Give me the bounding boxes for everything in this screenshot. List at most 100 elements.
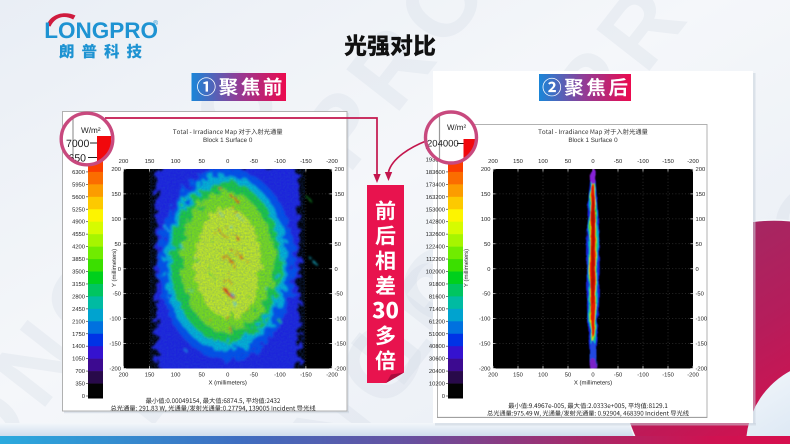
svg-text:0: 0 [696, 266, 699, 273]
svg-text:163200: 163200 [426, 194, 445, 201]
svg-text:-150: -150 [479, 341, 491, 348]
svg-text:3850: 3850 [72, 256, 85, 263]
svg-text:0: 0 [591, 372, 594, 379]
svg-text:-150: -150 [696, 341, 708, 348]
svg-text:Y (millimeters): Y (millimeters) [111, 249, 118, 287]
svg-text:100: 100 [538, 158, 548, 165]
svg-text:200: 200 [488, 372, 498, 379]
svg-text:193800: 193800 [426, 156, 445, 163]
svg-text:-150: -150 [662, 372, 674, 379]
svg-text:200: 200 [111, 166, 121, 173]
svg-text:0: 0 [226, 158, 229, 165]
svg-text:150: 150 [111, 191, 121, 198]
svg-text:200: 200 [119, 158, 129, 165]
svg-text:81600: 81600 [429, 293, 445, 300]
svg-text:1750: 1750 [72, 331, 85, 338]
svg-text:200: 200 [119, 372, 129, 379]
svg-text:350: 350 [75, 381, 85, 388]
svg-text:-100: -100 [335, 316, 347, 323]
svg-text:-150: -150 [335, 341, 347, 348]
svg-text:50: 50 [484, 241, 490, 248]
svg-text:122400: 122400 [426, 244, 445, 251]
svg-text:0: 0 [118, 266, 121, 273]
svg-text:1400: 1400 [72, 343, 85, 350]
svg-text:142800: 142800 [426, 219, 445, 226]
svg-text:100: 100 [111, 216, 121, 223]
svg-text:100: 100 [171, 158, 181, 165]
svg-text:5950: 5950 [72, 181, 85, 188]
svg-text:0: 0 [82, 393, 85, 400]
svg-text:50: 50 [335, 241, 341, 248]
svg-text:100: 100 [481, 216, 491, 223]
svg-text:-50: -50 [250, 158, 258, 165]
svg-text:Y (millimeters): Y (millimeters) [463, 249, 470, 287]
svg-text:W/m²: W/m² [81, 126, 101, 135]
svg-text:4200: 4200 [72, 244, 85, 251]
svg-text:-150: -150 [662, 158, 674, 165]
svg-text:-200: -200 [687, 372, 699, 379]
svg-text:5250: 5250 [72, 206, 85, 213]
svg-text:61200: 61200 [429, 318, 445, 325]
svg-text:-200: -200 [326, 158, 338, 165]
svg-text:-100: -100 [274, 158, 286, 165]
svg-text:700: 700 [75, 368, 85, 375]
svg-text:51000: 51000 [429, 331, 445, 338]
svg-text:X (millimeters): X (millimeters) [574, 380, 612, 387]
svg-text:0: 0 [226, 372, 229, 379]
svg-text:-100: -100 [637, 372, 649, 379]
svg-text:102000: 102000 [426, 269, 445, 276]
svg-text:150: 150 [145, 158, 155, 165]
svg-text:-50: -50 [614, 372, 622, 379]
svg-text:2800: 2800 [72, 293, 85, 300]
svg-text:-50: -50 [113, 291, 121, 298]
svg-text:4900: 4900 [72, 219, 85, 226]
svg-text:0: 0 [442, 393, 445, 400]
svg-text:-100: -100 [696, 316, 708, 323]
svg-text:-100: -100 [274, 372, 286, 379]
svg-text:173400: 173400 [426, 181, 445, 188]
svg-text:150: 150 [145, 372, 155, 379]
svg-text:0: 0 [487, 266, 490, 273]
svg-text:X (millimeters): X (millimeters) [209, 380, 247, 387]
svg-text:1050: 1050 [72, 356, 85, 363]
svg-text:150: 150 [481, 191, 491, 198]
svg-text:-50: -50 [614, 158, 622, 165]
svg-text:50: 50 [198, 372, 204, 379]
svg-text:10200: 10200 [429, 381, 445, 388]
svg-text:4550: 4550 [72, 231, 85, 238]
svg-text:100: 100 [335, 216, 345, 223]
svg-text:-50: -50 [696, 291, 704, 298]
svg-text:40800: 40800 [429, 343, 445, 350]
svg-text:50: 50 [696, 241, 702, 248]
svg-text:132600: 132600 [426, 231, 445, 238]
svg-text:Block 1 Surface 0: Block 1 Surface 0 [203, 137, 253, 144]
svg-text:-200: -200 [687, 158, 699, 165]
svg-text:-50: -50 [250, 372, 258, 379]
svg-text:150: 150 [513, 158, 523, 165]
svg-text:200: 200 [335, 166, 345, 173]
svg-text:-100: -100 [109, 316, 121, 323]
svg-text:200: 200 [481, 166, 491, 173]
svg-text:50: 50 [198, 158, 204, 165]
svg-text:71400: 71400 [429, 306, 445, 313]
svg-text:6300: 6300 [72, 169, 85, 176]
svg-text:-50: -50 [482, 291, 490, 298]
svg-text:W/m²: W/m² [447, 123, 466, 132]
svg-text:50: 50 [565, 158, 571, 165]
svg-text:150: 150 [335, 191, 345, 198]
svg-text:100: 100 [696, 216, 706, 223]
svg-text:-100: -100 [637, 158, 649, 165]
svg-text:150: 150 [696, 191, 706, 198]
svg-text:30600: 30600 [429, 356, 445, 363]
svg-text:®: ® [153, 20, 159, 27]
svg-text:112200: 112200 [426, 256, 445, 263]
svg-text:2100: 2100 [72, 318, 85, 325]
svg-text:-200: -200 [696, 366, 708, 373]
svg-text:0: 0 [335, 266, 338, 273]
svg-text:-150: -150 [300, 158, 312, 165]
svg-text:20400: 20400 [429, 368, 445, 375]
svg-text:50: 50 [565, 372, 571, 379]
svg-text:100: 100 [538, 372, 548, 379]
svg-text:Block 1 Surface 0: Block 1 Surface 0 [568, 137, 618, 144]
svg-text:-200: -200 [326, 372, 338, 379]
